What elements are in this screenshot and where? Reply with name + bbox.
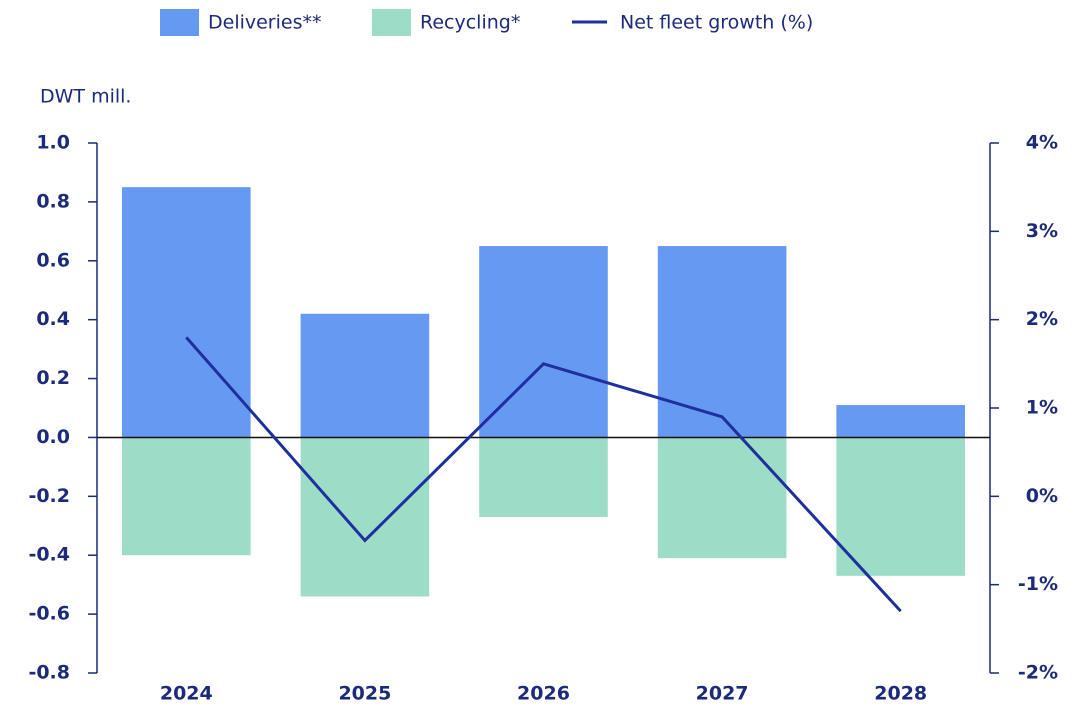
y-tick-label: -0.8: [28, 662, 70, 684]
y-tick-label: -0.4: [28, 544, 70, 566]
y2-tick-label: -1%: [1018, 573, 1058, 595]
legend-label: Recycling*: [420, 12, 520, 34]
y2-tick-label: 1%: [1026, 397, 1058, 419]
y2-tick-label: 4%: [1026, 132, 1058, 154]
bar: [836, 405, 965, 438]
bar: [657, 246, 787, 438]
bar: [657, 437, 787, 559]
y-tick-label: 1.0: [36, 132, 70, 154]
y2-tick-label: 0%: [1026, 485, 1058, 507]
x-tick-label: 2024: [160, 683, 213, 705]
line: [185, 336, 902, 613]
x-tick-label: 2027: [696, 683, 749, 705]
x-tick-label: 2025: [338, 683, 391, 705]
legend-swatch: [160, 9, 199, 36]
y-tick-label: 0.0: [36, 426, 70, 448]
bar: [836, 437, 965, 576]
y-tick-label: 0.4: [36, 308, 70, 330]
bar: [300, 313, 430, 438]
bar: [122, 187, 251, 438]
bar: [479, 437, 608, 517]
y2-tick-label: -2%: [1018, 662, 1058, 684]
y-axis-label: DWT mill.: [40, 86, 131, 108]
legend-label: Deliveries**: [208, 12, 322, 34]
legend-label: Net fleet growth (%): [620, 12, 813, 34]
bar: [300, 437, 430, 597]
legend-swatch: [372, 9, 411, 36]
y2-tick-label: 3%: [1026, 220, 1058, 242]
bar: [122, 437, 251, 556]
x-tick-label: 2028: [874, 683, 927, 705]
y2-tick-label: 2%: [1026, 308, 1058, 330]
y-tick-label: -0.6: [28, 603, 70, 625]
y-tick-label: 0.8: [36, 190, 70, 212]
y-tick-label: 0.2: [36, 367, 70, 389]
y-tick-label: -0.2: [28, 485, 70, 507]
y-tick-label: 0.6: [36, 249, 70, 271]
x-tick-label: 2026: [517, 683, 570, 705]
